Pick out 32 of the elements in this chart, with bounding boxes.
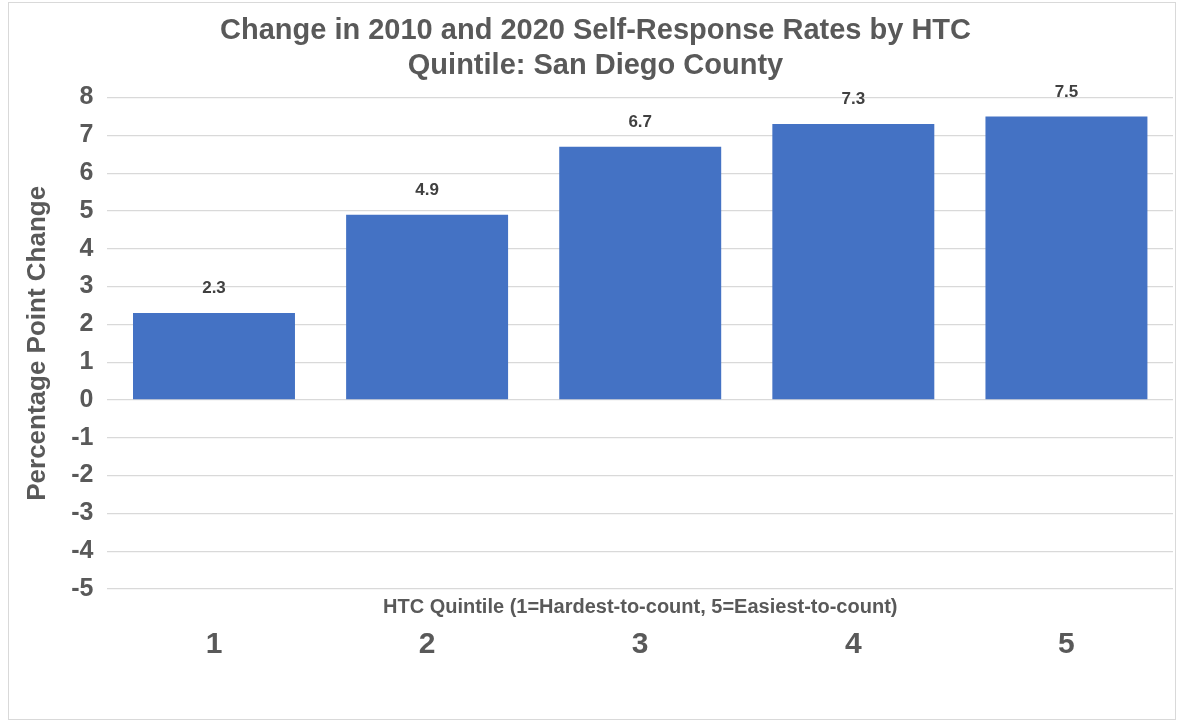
- y-tick-label: 4: [79, 232, 94, 261]
- bar: [133, 313, 295, 400]
- x-tick-label: 1: [205, 626, 223, 660]
- data-label: 7.3: [841, 89, 866, 109]
- y-tick-label: 1: [79, 346, 94, 375]
- data-label: 2.3: [202, 278, 226, 298]
- y-tick-label: 0: [79, 383, 94, 412]
- y-tick-label: -3: [71, 497, 94, 526]
- data-label: 7.5: [1054, 81, 1079, 101]
- bar: [559, 146, 722, 400]
- y-tick-label: -1: [71, 421, 94, 450]
- x-axis-title: HTC Quintile (1=Hardest-to-count, 5=Easiest-to-count): [382, 594, 898, 617]
- y-axis-title: Percentage Point Change: [20, 185, 51, 501]
- y-tick-label: 2: [79, 308, 94, 337]
- x-tick-label: 5: [1058, 626, 1075, 660]
- y-tick-label: 8: [79, 81, 94, 110]
- y-tick-label: 6: [79, 157, 94, 186]
- data-label: 6.7: [628, 111, 653, 131]
- y-tick-label: 3: [79, 270, 94, 299]
- data-label: 4.9: [415, 179, 439, 199]
- bar: [772, 124, 935, 400]
- x-tick-label: 2: [418, 626, 436, 660]
- x-tick-label: 3: [631, 626, 649, 660]
- y-tick-label: 7: [79, 119, 94, 148]
- y-tick-label: 5: [79, 194, 94, 223]
- bar: [985, 116, 1148, 400]
- y-tick-label: -5: [71, 572, 94, 601]
- chart-title: Change in 2010 and 2020 Self-Response Rates by HTC Quintile: San Diego County: [219, 13, 972, 81]
- bar: [346, 214, 509, 400]
- y-tick-label: -2: [71, 459, 94, 488]
- x-tick-label: 4: [844, 626, 862, 660]
- y-tick-label: -4: [71, 535, 94, 564]
